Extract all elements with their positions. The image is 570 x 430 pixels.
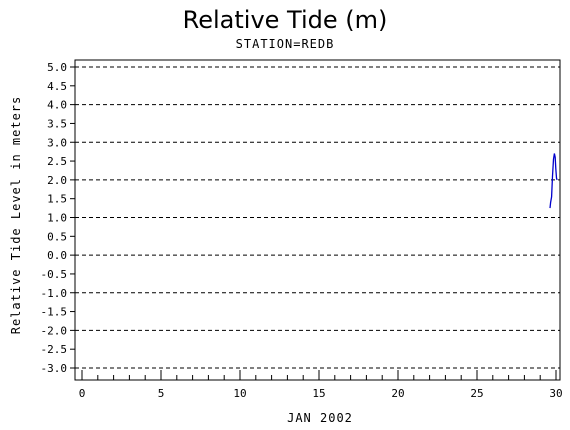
x-tick-label: 20 <box>391 387 404 400</box>
y-tick-label: 2.5 <box>47 155 67 168</box>
x-tick-label: 10 <box>233 387 246 400</box>
plot-frame <box>74 59 561 381</box>
x-tick-label: 30 <box>549 387 562 400</box>
y-tick-label: 3.5 <box>47 117 67 130</box>
y-tick-label: -2.0 <box>41 324 68 337</box>
y-tick-label: -1.5 <box>41 306 68 319</box>
y-tick-label: 0.5 <box>47 230 67 243</box>
y-tick-label: -2.5 <box>41 343 68 356</box>
series-line <box>549 153 558 209</box>
grid-layer <box>75 66 560 369</box>
y-tick-label: 1.0 <box>47 212 67 225</box>
y-tick-label: -3.0 <box>41 362 68 375</box>
y-tick-label: -0.5 <box>41 268 68 281</box>
x-tick-label: 25 <box>470 387 483 400</box>
y-tick-label: 4.0 <box>47 99 67 112</box>
y-tick-label: 1.5 <box>47 193 67 206</box>
series-layer <box>549 153 558 209</box>
x-tick-label: 0 <box>79 387 86 400</box>
x-tick-label: 5 <box>158 387 165 400</box>
chart-title: Relative Tide (m) <box>182 6 388 34</box>
y-tick-label: 0.0 <box>47 249 67 262</box>
y-tick-label: 2.0 <box>47 174 67 187</box>
y-tick-label: 3.0 <box>47 136 67 149</box>
chart-subtitle: STATION=REDB <box>235 37 335 51</box>
x-axis-label: JAN 2002 <box>287 411 353 425</box>
x-tick-label: 15 <box>312 387 325 400</box>
y-tick-label: 5.0 <box>47 61 67 74</box>
y-tick-label: -1.0 <box>41 287 68 300</box>
y-tick-label: 4.5 <box>47 80 67 93</box>
axis-layer: 5.0 4.5 4.0 3.5 3.0 2.5 2.0 1.5 1.0 0.5 0.0 -0.5 -1.… <box>41 61 563 400</box>
